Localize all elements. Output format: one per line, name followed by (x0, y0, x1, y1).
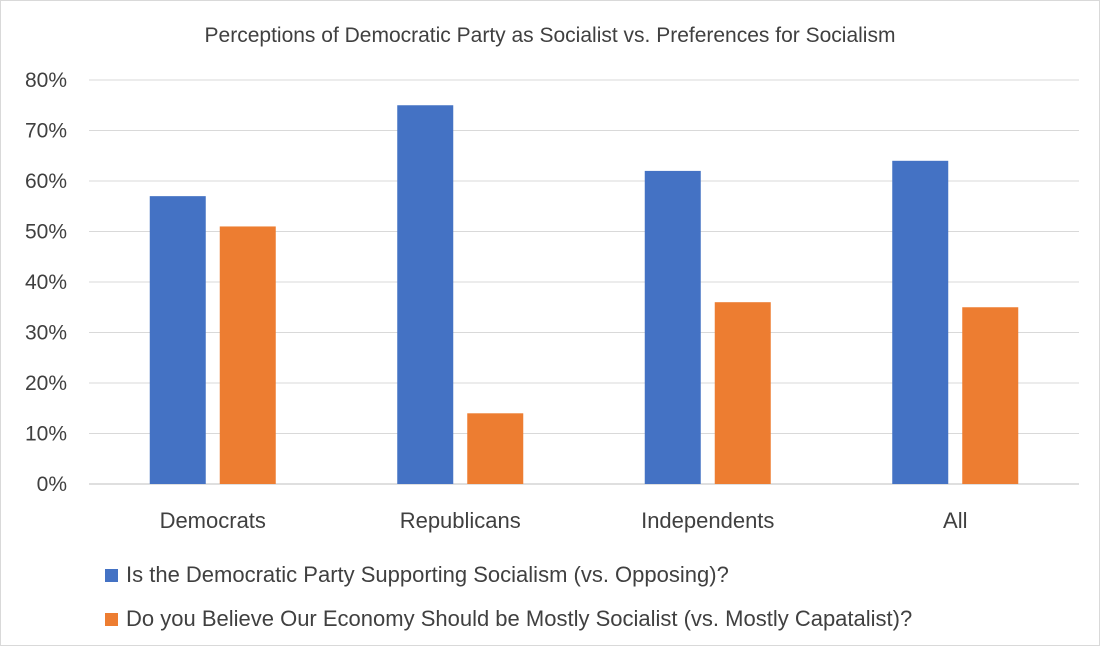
y-tick-label: 20% (25, 372, 67, 395)
y-axis-ticks: 0% 10% 20% 30% 40% 50% 60% 70% 80% (25, 69, 67, 496)
y-tick-label: 40% (25, 271, 67, 294)
x-tick-label: Independents (641, 508, 774, 533)
x-tick-label: Republicans (400, 508, 521, 533)
bar-series-2-democrats (219, 226, 276, 484)
bar-chart: Perceptions of Democratic Party as Socia… (25, 24, 1079, 533)
y-tick-label: 10% (25, 423, 67, 446)
legend-label-series-2: Do you Believe Our Economy Should be Mos… (126, 606, 913, 631)
y-tick-label: 80% (25, 69, 67, 92)
x-tick-label: Democrats (160, 508, 266, 533)
legend-swatch-series-1 (105, 568, 118, 582)
y-tick-label: 30% (25, 322, 67, 345)
bar-series-2-all (962, 307, 1019, 484)
legend-item-series-2: Do you Believe Our Economy Should be Mos… (105, 597, 912, 641)
bar-series-2-independents (714, 302, 771, 484)
bar-series-1-republicans (397, 105, 454, 484)
legend-label-series-1: Is the Democratic Party Supporting Socia… (126, 562, 729, 587)
bar-series-1-independents (644, 170, 701, 484)
y-tick-label: 60% (25, 170, 67, 193)
chart-title: Perceptions of Democratic Party as Socia… (205, 24, 896, 47)
y-tick-label: 50% (25, 221, 67, 244)
y-tick-label: 0% (37, 473, 67, 496)
x-tick-label: All (943, 508, 967, 533)
legend-item-series-1: Is the Democratic Party Supporting Socia… (105, 553, 912, 597)
bar-series-2-republicans (467, 413, 524, 484)
bar-series-1-democrats (149, 196, 206, 484)
bar-series-1-all (892, 160, 949, 485)
y-tick-label: 70% (25, 120, 67, 143)
bars (149, 105, 1019, 485)
legend-swatch-series-2 (105, 612, 118, 626)
legend: Is the Democratic Party Supporting Socia… (105, 553, 912, 641)
x-axis-ticks: Democrats Republicans Independents All (160, 508, 968, 533)
